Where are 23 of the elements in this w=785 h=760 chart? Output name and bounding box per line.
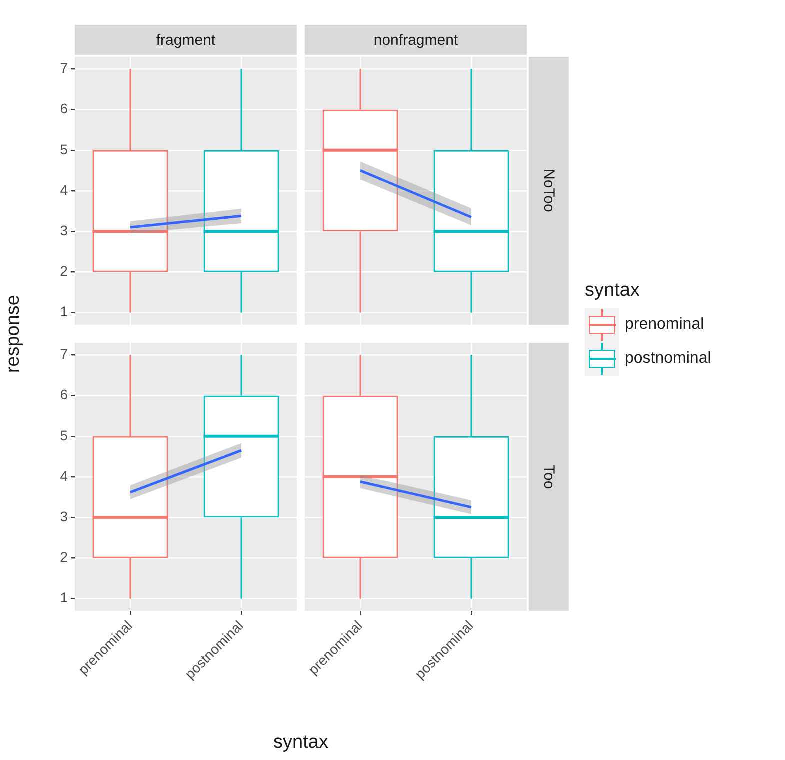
- y2-axis-title: Too: [540, 464, 558, 490]
- y-tick-label: 3: [60, 508, 68, 524]
- y-axis-title: response: [3, 294, 25, 374]
- legend-label: prenominal: [625, 316, 704, 334]
- y-tick-label: 7: [60, 60, 68, 76]
- y-tick-label: 6: [60, 386, 68, 403]
- y2-axis-title: NoToo: [540, 169, 558, 213]
- y-tick-label: 1: [60, 590, 68, 606]
- chart-title: nonfragment: [305, 25, 527, 55]
- x-axis-title: syntax: [272, 732, 330, 754]
- y-tick-label: 1: [60, 304, 68, 320]
- y-tick-label: 3: [60, 222, 68, 238]
- y-tick-label: 2: [60, 263, 68, 280]
- y-tick-label: 7: [60, 346, 68, 362]
- y-tick-label: 4: [60, 182, 68, 198]
- y-tick-label: 6: [60, 100, 68, 117]
- y-tick-label: 2: [60, 549, 68, 566]
- legend-label: postnominal: [625, 350, 712, 368]
- legend-title: syntax: [585, 280, 641, 302]
- y-tick-label: 5: [60, 427, 68, 444]
- chart-title: fragment: [75, 25, 297, 55]
- y-tick-label: 5: [60, 141, 68, 158]
- y-tick-label: 4: [60, 468, 68, 484]
